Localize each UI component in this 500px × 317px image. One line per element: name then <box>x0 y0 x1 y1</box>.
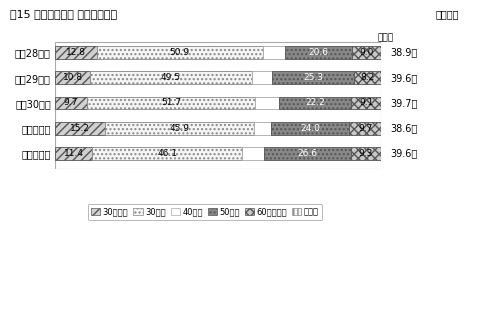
Text: 9.3: 9.3 <box>358 149 373 158</box>
Text: 平均年齢: 平均年齢 <box>436 10 459 20</box>
Bar <box>254 122 271 135</box>
Text: 46.1: 46.1 <box>158 149 178 158</box>
Bar <box>279 97 351 109</box>
Bar <box>55 147 92 160</box>
Text: 9.1: 9.1 <box>359 99 374 107</box>
Bar <box>381 97 384 109</box>
Bar <box>272 71 354 84</box>
Text: 9.7: 9.7 <box>64 99 78 107</box>
Text: 39.6歳: 39.6歳 <box>391 73 418 83</box>
Text: 51.7: 51.7 <box>161 99 181 107</box>
Legend: 30歳未満, 30歳代, 40歳代, 50歳代, 60歳代以上, 無回答: 30歳未満, 30歳代, 40歳代, 50歳代, 60歳代以上, 無回答 <box>88 204 322 220</box>
Text: 38.9歳: 38.9歳 <box>391 47 418 57</box>
Bar <box>104 122 254 135</box>
Text: 25.3: 25.3 <box>303 73 323 82</box>
Bar <box>242 147 264 160</box>
Bar <box>55 97 86 109</box>
Text: 9.7: 9.7 <box>358 124 372 133</box>
Bar <box>252 71 272 84</box>
Text: 9.0: 9.0 <box>359 48 374 57</box>
Text: 49.5: 49.5 <box>161 73 181 82</box>
Text: 39.6歳: 39.6歳 <box>391 149 418 158</box>
Text: 8.2: 8.2 <box>360 73 375 82</box>
Text: 22.2: 22.2 <box>306 99 325 107</box>
Text: 10.8: 10.8 <box>62 73 82 82</box>
Text: 38.6歳: 38.6歳 <box>391 123 418 133</box>
Text: 24.0: 24.0 <box>300 124 320 133</box>
Bar <box>92 147 242 160</box>
Bar <box>271 122 349 135</box>
Text: 45.9: 45.9 <box>170 124 190 133</box>
Bar <box>262 46 284 59</box>
Bar <box>97 46 262 59</box>
Bar <box>255 97 279 109</box>
Bar <box>86 97 255 109</box>
Text: 12.8: 12.8 <box>66 48 86 57</box>
Bar <box>350 122 381 135</box>
Bar <box>264 147 350 160</box>
Text: 50.9: 50.9 <box>170 48 190 57</box>
Text: （％）: （％） <box>378 33 394 42</box>
Bar <box>352 97 381 109</box>
Text: 11.4: 11.4 <box>64 149 84 158</box>
Bar <box>90 71 252 84</box>
Bar <box>55 46 97 59</box>
Bar <box>55 71 90 84</box>
Bar <box>350 147 381 160</box>
Text: 20.6: 20.6 <box>308 48 328 57</box>
Text: 啉15 世帯主の年齢 分譲戸建住宅: 啉15 世帯主の年齢 分譲戸建住宅 <box>10 10 117 20</box>
Bar <box>55 122 104 135</box>
Text: 39.7歳: 39.7歳 <box>391 98 418 108</box>
Bar <box>352 46 381 59</box>
Text: 26.6: 26.6 <box>298 149 318 158</box>
Text: 15.2: 15.2 <box>70 124 90 133</box>
Bar <box>354 71 381 84</box>
Bar <box>284 46 352 59</box>
